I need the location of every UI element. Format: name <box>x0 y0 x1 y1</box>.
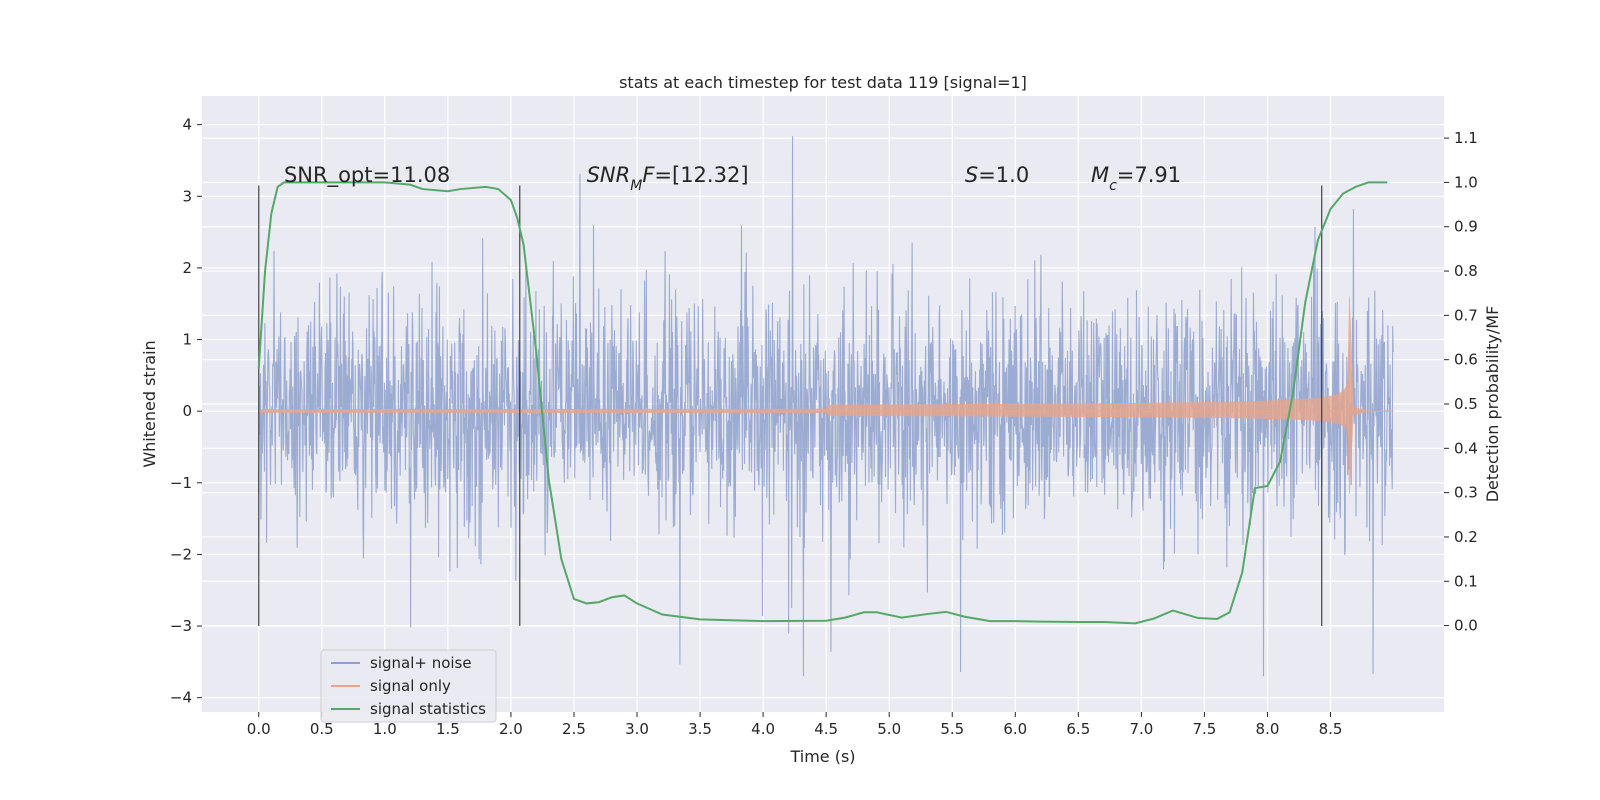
x-tick-label-10: 5.0 <box>877 720 901 738</box>
y2-tick-label-7: 0.4 <box>1454 439 1478 457</box>
annotation-1-part-0: SNR <box>587 163 631 187</box>
x-tick-label-9: 4.5 <box>814 720 838 738</box>
x-tick-label-7: 3.5 <box>688 720 712 738</box>
legend: signal+ noise signal only signal statist… <box>320 649 497 723</box>
annotation-2-part-0: S <box>965 163 978 187</box>
x-tick-label-4: 2.0 <box>499 720 523 738</box>
annotation-1: SNRMF=[12.32] <box>587 163 749 194</box>
x-axis-label: Time (s) <box>789 747 855 766</box>
y2-tick-label-11: 0.0 <box>1454 617 1478 635</box>
legend-label-signal: signal only <box>370 677 451 695</box>
y2-tick-label-5: 0.6 <box>1454 351 1478 369</box>
legend-label-stats: signal statistics <box>370 700 486 718</box>
series-signal-only <box>258 296 1365 494</box>
chart-title: stats at each timestep for test data 119… <box>619 73 1027 92</box>
x-tick-label-14: 7.0 <box>1129 720 1153 738</box>
annotation-3: Mc=7.91 <box>1091 163 1181 194</box>
y2-axis-label: Detection probability/MF <box>1483 306 1502 503</box>
annotation-1-part-3: =[12.32] <box>654 163 748 187</box>
y2-tick-label-3: 0.8 <box>1454 262 1478 280</box>
annotation-2: S=1.0 <box>965 163 1029 187</box>
y-tick-label-3: 1 <box>182 331 192 349</box>
x-tick-label-15: 7.5 <box>1192 720 1216 738</box>
legend-label-noise: signal+ noise <box>370 654 472 672</box>
y2-tick-label-4: 0.7 <box>1454 306 1478 324</box>
annotation-1-part-2: F <box>642 163 655 187</box>
annotation-0: SNR_opt=11.08 <box>284 163 450 188</box>
y-tick-label-7: −3 <box>170 617 192 635</box>
x-tick-label-6: 3.0 <box>625 720 649 738</box>
y-axis-label: Whitened strain <box>140 340 159 467</box>
y2-tick-label-2: 0.9 <box>1454 218 1478 236</box>
annotation-2-part-1: =1.0 <box>978 163 1029 187</box>
y2-tick-label-1: 1.0 <box>1454 173 1478 191</box>
y-tick-label-6: −2 <box>170 545 192 563</box>
x-tick-label-0: 0.0 <box>247 720 271 738</box>
x-tick-label-11: 5.5 <box>940 720 964 738</box>
legend-box <box>320 649 497 723</box>
y2-tick-label-10: 0.1 <box>1454 572 1478 590</box>
y-tick-label-2: 2 <box>182 259 192 277</box>
y-tick-label-4: 0 <box>182 402 192 420</box>
annotation-0-part-0: SNR_opt=11.08 <box>284 163 450 188</box>
annotation-1-part-1: M <box>630 178 642 194</box>
y2-tick-label-8: 0.3 <box>1454 484 1478 502</box>
x-tick-label-2: 1.0 <box>373 720 397 738</box>
series-signal-statistics <box>257 181 1388 625</box>
x-tick-label-1: 0.5 <box>310 720 334 738</box>
annotation-3-part-1: c <box>1109 178 1117 194</box>
y2-tick-label-6: 0.5 <box>1454 395 1478 413</box>
x-tick-label-8: 4.0 <box>751 720 775 738</box>
x-tick-label-13: 6.5 <box>1066 720 1090 738</box>
x-tick-label-3: 1.5 <box>436 720 460 738</box>
x-tick-label-17: 8.5 <box>1319 720 1343 738</box>
y-tick-label-5: −1 <box>170 474 192 492</box>
x-tick-label-12: 6.0 <box>1003 720 1027 738</box>
y-tick-label-0: 4 <box>182 116 192 134</box>
annotation-3-part-2: =7.91 <box>1117 163 1181 187</box>
y-tick-label-8: −4 <box>170 689 192 707</box>
y2-tick-label-0: 1.1 <box>1454 129 1478 147</box>
y2-tick-label-9: 0.2 <box>1454 528 1478 546</box>
y-tick-label-1: 3 <box>182 187 192 205</box>
series-signal-noise <box>258 136 1395 677</box>
x-tick-label-16: 8.0 <box>1256 720 1280 738</box>
annotation-3-part-0: M <box>1091 163 1109 187</box>
x-tick-label-5: 2.5 <box>562 720 586 738</box>
